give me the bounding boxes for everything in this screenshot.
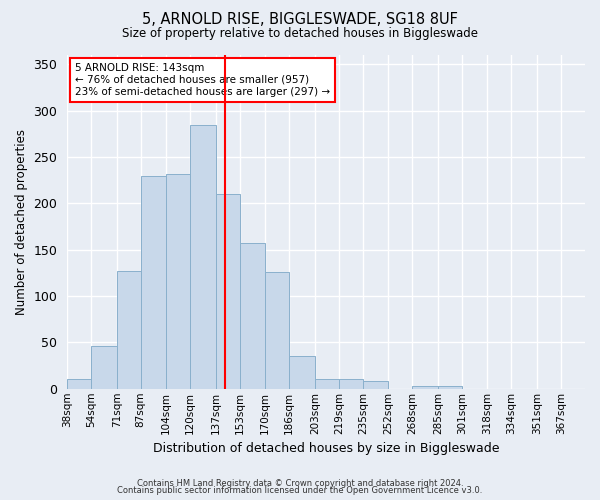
Bar [289,356,315,389]
X-axis label: Distribution of detached houses by size in Biggleswade: Distribution of detached houses by size … [153,442,499,455]
Bar [166,174,190,389]
Bar [315,380,339,389]
Text: 5 ARNOLD RISE: 143sqm
← 76% of detached houses are smaller (957)
23% of semi-det: 5 ARNOLD RISE: 143sqm ← 76% of detached … [75,64,330,96]
Bar [67,380,91,389]
Bar [363,382,388,389]
Bar [240,243,265,389]
Text: 5, ARNOLD RISE, BIGGLESWADE, SG18 8UF: 5, ARNOLD RISE, BIGGLESWADE, SG18 8UF [142,12,458,28]
Bar [265,272,289,389]
Bar [91,346,116,389]
Bar [339,380,363,389]
Text: Contains HM Land Registry data © Crown copyright and database right 2024.: Contains HM Land Registry data © Crown c… [137,478,463,488]
Bar [141,176,166,389]
Bar [190,126,216,389]
Text: Contains public sector information licensed under the Open Government Licence v3: Contains public sector information licen… [118,486,482,495]
Bar [438,386,462,389]
Bar [116,271,141,389]
Text: Size of property relative to detached houses in Biggleswade: Size of property relative to detached ho… [122,28,478,40]
Bar [412,386,438,389]
Y-axis label: Number of detached properties: Number of detached properties [15,129,28,315]
Bar [216,194,240,389]
